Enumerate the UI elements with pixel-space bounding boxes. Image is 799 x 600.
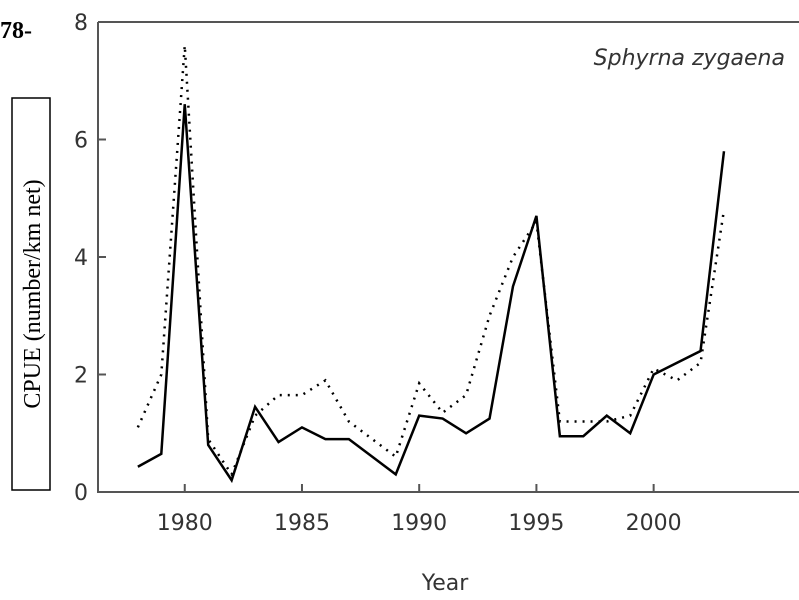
y-tick-label: 0: [74, 481, 88, 506]
x-tick-label: 1995: [508, 511, 564, 536]
y-label-box: [11, 97, 51, 491]
x-tick-label: 2000: [626, 511, 682, 536]
annotation: Sphyrna zygaena: [594, 46, 785, 71]
y-tick-label: 4: [74, 246, 88, 271]
x-tick-label: 1985: [274, 511, 330, 536]
data-line: [137, 104, 726, 484]
x-tick-label: 1980: [157, 511, 213, 536]
x-axis-label: Year: [421, 571, 470, 596]
x-tick-label: 1990: [391, 511, 447, 536]
y-axis-label: CPUE (number/km net): [20, 179, 46, 408]
corner-text: 78-: [0, 18, 32, 44]
y-tick-label: 6: [74, 129, 88, 154]
data-line: [136, 45, 726, 478]
y-tick-label: 8: [74, 11, 88, 36]
y-tick-label: 2: [74, 364, 88, 389]
